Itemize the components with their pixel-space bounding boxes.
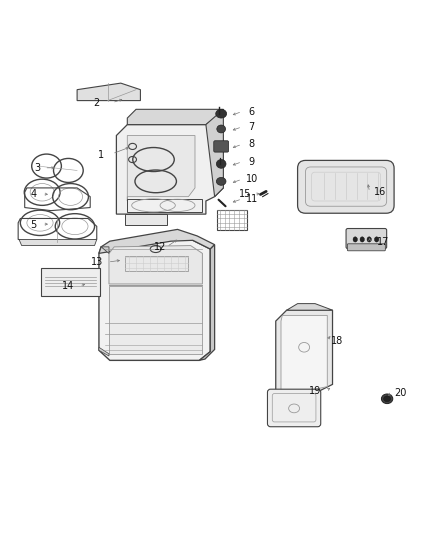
Text: 20: 20 — [394, 388, 406, 398]
Text: 12: 12 — [154, 242, 166, 252]
Polygon shape — [109, 286, 202, 354]
Text: 1: 1 — [98, 150, 104, 160]
Polygon shape — [125, 214, 166, 225]
Text: 19: 19 — [309, 386, 321, 396]
Text: 14: 14 — [62, 281, 74, 291]
Text: 3: 3 — [35, 163, 41, 173]
Polygon shape — [99, 229, 215, 253]
Ellipse shape — [374, 237, 379, 242]
Polygon shape — [281, 316, 327, 390]
FancyBboxPatch shape — [268, 389, 321, 427]
FancyBboxPatch shape — [297, 160, 394, 213]
Polygon shape — [19, 239, 97, 246]
Text: 13: 13 — [91, 257, 103, 267]
Text: 6: 6 — [249, 107, 255, 117]
Polygon shape — [127, 135, 195, 201]
FancyBboxPatch shape — [214, 141, 229, 152]
Ellipse shape — [360, 237, 364, 242]
Text: 5: 5 — [30, 220, 36, 230]
Polygon shape — [199, 245, 215, 360]
Ellipse shape — [381, 394, 393, 403]
Ellipse shape — [353, 237, 357, 242]
Ellipse shape — [216, 109, 226, 118]
Text: 9: 9 — [249, 157, 255, 167]
FancyBboxPatch shape — [347, 244, 385, 251]
Text: 8: 8 — [249, 139, 255, 149]
Text: 2: 2 — [94, 98, 100, 108]
Polygon shape — [101, 247, 109, 253]
Polygon shape — [117, 125, 223, 214]
Ellipse shape — [216, 177, 226, 185]
Text: 11: 11 — [246, 194, 258, 204]
FancyBboxPatch shape — [41, 268, 100, 296]
Text: 15: 15 — [239, 189, 251, 199]
Ellipse shape — [216, 159, 226, 168]
Polygon shape — [99, 348, 109, 356]
Polygon shape — [206, 109, 223, 197]
FancyBboxPatch shape — [346, 229, 387, 248]
Text: 7: 7 — [249, 122, 255, 132]
Polygon shape — [287, 304, 332, 310]
Text: 4: 4 — [30, 189, 36, 199]
Polygon shape — [276, 310, 332, 393]
Text: 17: 17 — [377, 238, 389, 247]
Polygon shape — [127, 109, 223, 125]
Polygon shape — [77, 83, 141, 101]
Text: 18: 18 — [331, 336, 343, 346]
Polygon shape — [109, 246, 202, 284]
Ellipse shape — [384, 396, 391, 402]
Ellipse shape — [217, 125, 226, 133]
Text: 16: 16 — [374, 187, 387, 197]
Ellipse shape — [367, 237, 371, 242]
Text: 10: 10 — [246, 174, 258, 184]
Polygon shape — [99, 234, 210, 360]
